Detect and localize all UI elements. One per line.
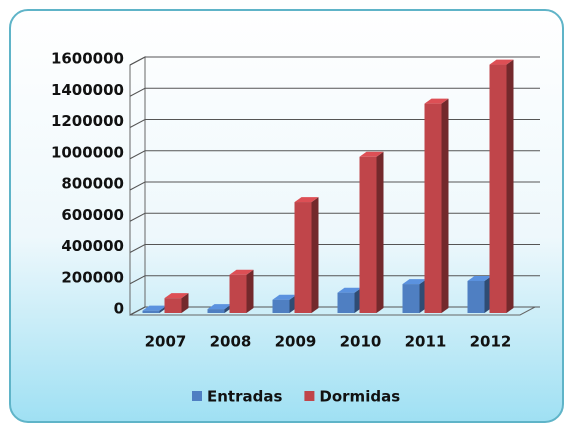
bar-side bbox=[246, 269, 254, 313]
x-tick-label: 2010 bbox=[340, 333, 382, 351]
bar bbox=[272, 294, 297, 313]
y-tick-label: 1600000 bbox=[51, 50, 124, 68]
y-tick-label: 400000 bbox=[61, 237, 124, 255]
grid-line bbox=[129, 119, 540, 128]
bar-top bbox=[489, 59, 514, 65]
bar-side bbox=[441, 98, 449, 313]
bar-top bbox=[229, 269, 254, 275]
bar-side bbox=[376, 151, 384, 313]
bar-top bbox=[337, 287, 362, 293]
y-tick-label: 800000 bbox=[61, 175, 124, 193]
grid-line bbox=[129, 275, 540, 285]
bar bbox=[229, 269, 254, 313]
bar-top bbox=[467, 275, 492, 281]
bar-top bbox=[359, 151, 384, 157]
bar-top bbox=[164, 293, 189, 299]
bar bbox=[294, 197, 319, 313]
bar-front bbox=[294, 202, 312, 313]
y-tick-label: 0 bbox=[114, 300, 124, 318]
x-tick-label: 2011 bbox=[405, 333, 447, 351]
bar bbox=[359, 151, 384, 313]
grid-line bbox=[129, 56, 540, 66]
bar-front bbox=[207, 309, 225, 313]
bar-front bbox=[467, 280, 485, 313]
bar bbox=[402, 279, 427, 313]
bar-top bbox=[207, 304, 232, 310]
grid-line bbox=[129, 150, 540, 160]
plot-area: 0 200000 400000 600000 800000 1000000 1200000 1… bbox=[51, 50, 540, 406]
bar-top bbox=[294, 197, 319, 203]
bar-front bbox=[229, 274, 247, 313]
legend-swatch bbox=[304, 391, 315, 401]
bar-side bbox=[181, 293, 189, 313]
legend-label: Dormidas bbox=[319, 388, 400, 406]
bar-front bbox=[359, 156, 377, 313]
bar bbox=[424, 98, 449, 313]
bar-front bbox=[142, 310, 160, 313]
bar-top bbox=[402, 279, 427, 285]
legend-label: Entradas bbox=[207, 388, 282, 406]
bar-top bbox=[424, 98, 449, 104]
bar bbox=[489, 59, 514, 313]
bar-top bbox=[142, 305, 167, 311]
y-tick-label: 1400000 bbox=[51, 81, 124, 99]
x-tick-label: 2012 bbox=[470, 333, 512, 351]
y-tick-label: 200000 bbox=[61, 268, 124, 286]
bar-front bbox=[402, 284, 420, 313]
bar-front bbox=[272, 299, 290, 313]
grid-line bbox=[129, 87, 540, 97]
x-tick-label: 2007 bbox=[145, 333, 187, 351]
bar-front bbox=[337, 292, 355, 313]
bar-front bbox=[489, 64, 507, 313]
bar-front bbox=[164, 298, 182, 313]
bar-top bbox=[272, 294, 297, 300]
y-tick-label: 1000000 bbox=[51, 143, 124, 161]
bar bbox=[164, 293, 189, 313]
bar-front bbox=[424, 103, 442, 313]
x-tick-label: 2008 bbox=[210, 333, 252, 351]
bar-side bbox=[506, 59, 514, 313]
grid-line bbox=[129, 181, 540, 191]
grid-line bbox=[129, 244, 540, 253]
y-tick-label: 600000 bbox=[61, 206, 124, 224]
y-tick-label: 1200000 bbox=[51, 112, 124, 130]
bar bbox=[337, 287, 362, 313]
x-tick-label: 2009 bbox=[275, 333, 317, 351]
bar-side bbox=[311, 197, 319, 313]
bar bbox=[467, 275, 492, 313]
grid-line bbox=[129, 212, 540, 222]
legend-swatch bbox=[192, 391, 202, 401]
